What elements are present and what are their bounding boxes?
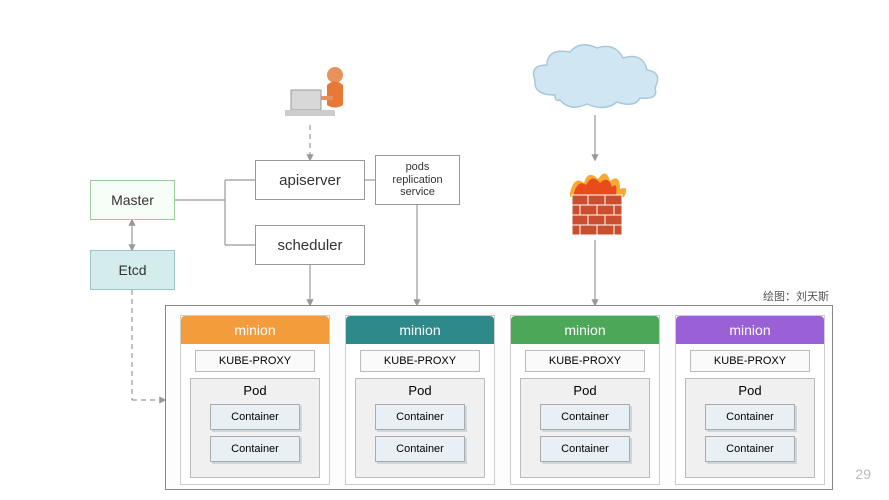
- pod-box: Pod Container Container: [190, 378, 320, 478]
- container-box: Container: [705, 404, 795, 430]
- credit-label: 绘图：刘天斯: [763, 288, 829, 304]
- container-box: Container: [210, 436, 300, 462]
- pod-label: Pod: [686, 383, 814, 398]
- pod-label: Pod: [356, 383, 484, 398]
- master-box: Master: [90, 180, 175, 220]
- kube-proxy-box: KUBE-PROXY: [690, 350, 810, 372]
- apiserver-box: apiserver: [255, 160, 365, 200]
- kube-proxy-box: KUBE-PROXY: [195, 350, 315, 372]
- container-box: Container: [540, 436, 630, 462]
- pod-box: Pod Container Container: [355, 378, 485, 478]
- master-label: Master: [111, 192, 154, 208]
- pods-service-box: pods replication service: [375, 155, 460, 205]
- minion-header: minion: [511, 316, 659, 344]
- container-box: Container: [375, 404, 465, 430]
- pods-service-label: pods replication service: [392, 161, 442, 199]
- etcd-label: Etcd: [118, 262, 146, 278]
- pod-box: Pod Container Container: [520, 378, 650, 478]
- minion-card: minion KUBE-PROXY Pod Container Container: [345, 315, 495, 485]
- minion-card: minion KUBE-PROXY Pod Container Container: [675, 315, 825, 485]
- minion-header: minion: [181, 316, 329, 344]
- container-box: Container: [210, 404, 300, 430]
- scheduler-box: scheduler: [255, 225, 365, 265]
- kube-proxy-box: KUBE-PROXY: [360, 350, 480, 372]
- pod-label: Pod: [521, 383, 649, 398]
- firewall-icon: [560, 165, 635, 245]
- pod-label: Pod: [191, 383, 319, 398]
- pod-box: Pod Container Container: [685, 378, 815, 478]
- minion-card: minion KUBE-PROXY Pod Container Container: [510, 315, 660, 485]
- apiserver-label: apiserver: [279, 172, 341, 189]
- cloud-icon: [525, 40, 665, 120]
- minion-card: minion KUBE-PROXY Pod Container Container: [180, 315, 330, 485]
- container-box: Container: [540, 404, 630, 430]
- container-box: Container: [375, 436, 465, 462]
- kube-proxy-box: KUBE-PROXY: [525, 350, 645, 372]
- minion-header: minion: [676, 316, 824, 344]
- page-number: 29: [855, 466, 871, 482]
- etcd-box: Etcd: [90, 250, 175, 290]
- minion-header: minion: [346, 316, 494, 344]
- scheduler-label: scheduler: [277, 237, 342, 254]
- user-icon: [285, 60, 355, 130]
- container-box: Container: [705, 436, 795, 462]
